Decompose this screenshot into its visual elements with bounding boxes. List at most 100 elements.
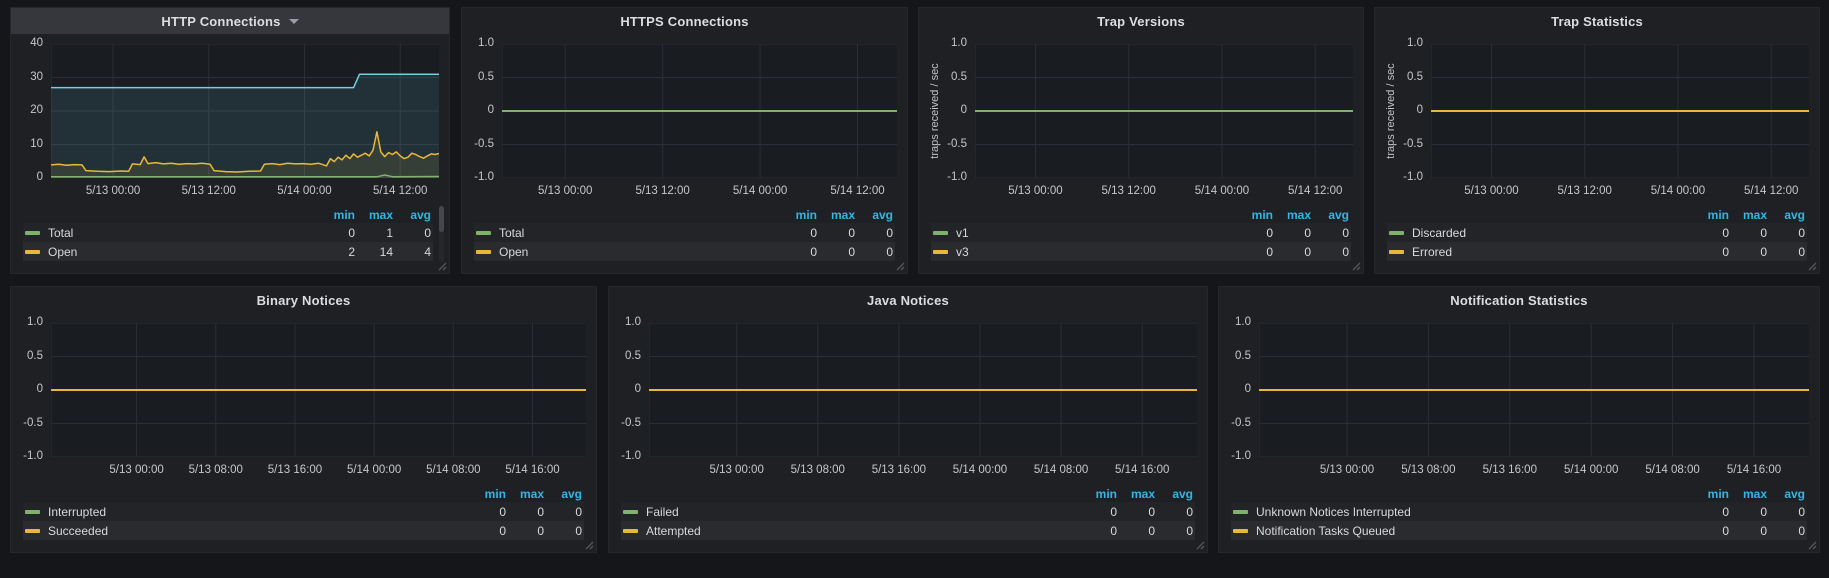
plot-area[interactable] (649, 323, 1197, 457)
y-tick-label: -1.0 (23, 450, 43, 462)
y-tick-label: 0 (960, 104, 967, 116)
legend-header-row: min max avg (931, 206, 1351, 223)
panel-title[interactable]: Trap Versions (1097, 13, 1185, 29)
legend-min-value: 0 (810, 225, 817, 240)
legend-column-avg[interactable]: avg (561, 486, 582, 501)
legend-column-avg[interactable]: avg (410, 207, 431, 222)
x-tick-label: 5/14 16:00 (1115, 464, 1170, 476)
legend-column-min[interactable]: min (1095, 486, 1117, 501)
legend-row: Errored 0 0 0 (1387, 242, 1807, 261)
legend-scrollbar-thumb[interactable] (439, 206, 444, 232)
plot-area[interactable] (975, 44, 1353, 178)
legend-header-row: min max avg (621, 485, 1195, 502)
legend-column-min[interactable]: min (484, 486, 506, 501)
legend-row: Open 0 0 0 (474, 242, 895, 261)
legend-min-value: 0 (1110, 523, 1117, 538)
x-tick-label: 5/13 00:00 (1008, 185, 1063, 197)
chart-canvas (51, 44, 439, 178)
legend-row: Failed 0 0 0 (621, 502, 1195, 521)
legend-column-max[interactable]: max (1130, 486, 1155, 501)
legend-column-min[interactable]: min (1251, 207, 1273, 222)
plot-area[interactable] (51, 323, 586, 457)
panel-title[interactable]: HTTP Connections (161, 13, 281, 29)
legend-column-min[interactable]: min (1707, 207, 1729, 222)
y-tick-label: -1.0 (947, 171, 967, 183)
legend-column-max[interactable]: max (1742, 207, 1767, 222)
legend-column-max[interactable]: max (368, 207, 393, 222)
legend-column-max[interactable]: max (1742, 486, 1767, 501)
legend-series-name: Unknown Notices Interrupted (1256, 504, 1411, 519)
panel-resize-handle[interactable] (584, 540, 594, 550)
panel-resize-handle[interactable] (1807, 540, 1817, 550)
panel-menu-caret-icon[interactable] (288, 18, 299, 24)
legend-series-label[interactable]: Open (25, 245, 317, 259)
legend-series-label[interactable]: Open (476, 245, 779, 259)
x-tick-label: 5/14 16:00 (1726, 464, 1782, 476)
panel-resize-handle[interactable] (437, 261, 447, 271)
panel-title[interactable]: HTTPS Connections (620, 13, 749, 29)
panel-resize-handle[interactable] (1807, 261, 1817, 271)
y-tick-label: 1.0 (478, 37, 494, 49)
legend-column-max[interactable]: max (1286, 207, 1311, 222)
panel-title[interactable]: Trap Statistics (1551, 13, 1643, 29)
legend-min-value: 0 (1110, 504, 1117, 519)
legend-series-label[interactable]: Failed (623, 505, 1079, 519)
legend-column-max[interactable]: max (519, 486, 544, 501)
legend-series-name: Total (499, 225, 525, 240)
legend-series-label[interactable]: Discarded (1389, 226, 1691, 240)
legend-avg-value: 0 (1798, 225, 1805, 240)
x-tick-label: 5/13 00:00 (109, 464, 164, 476)
y-tick-label: 0.5 (478, 70, 494, 83)
legend-series-label[interactable]: Interrupted (25, 505, 468, 519)
plot-area[interactable] (1431, 44, 1809, 178)
legend-column-avg[interactable]: avg (1172, 486, 1193, 501)
legend-series-swatch-icon (933, 249, 948, 254)
plot-area[interactable] (1259, 323, 1809, 457)
legend-column-avg[interactable]: avg (1784, 486, 1805, 501)
legend-series-swatch-icon (623, 509, 638, 514)
legend-max-value: 0 (1760, 244, 1767, 259)
y-tick-label: -0.5 (621, 416, 641, 429)
legend-series-label[interactable]: v1 (933, 226, 1235, 240)
legend-column-min[interactable]: min (333, 207, 355, 222)
legend-series-label[interactable]: v3 (933, 245, 1235, 259)
legend-series-label[interactable]: Attempted (623, 524, 1079, 538)
y-tick-label: 0.5 (951, 70, 967, 83)
panel-resize-handle[interactable] (1195, 540, 1205, 550)
legend-series-label[interactable]: Unknown Notices Interrupted (1233, 505, 1691, 519)
legend-series-label[interactable]: Succeeded (25, 524, 468, 538)
legend-series-label[interactable]: Total (25, 226, 317, 240)
panel-resize-handle[interactable] (895, 261, 905, 271)
legend-min-value: 0 (348, 225, 355, 240)
x-tick-label: 5/14 00:00 (1194, 185, 1250, 197)
legend-avg-value: 0 (1798, 504, 1805, 519)
legend-series-label[interactable]: Total (476, 226, 779, 240)
legend-series-label[interactable]: Errored (1389, 245, 1691, 259)
legend-avg-value: 0 (886, 244, 893, 259)
legend-column-avg[interactable]: avg (872, 207, 893, 222)
legend-series-label[interactable]: Notification Tasks Queued (1233, 524, 1691, 538)
x-tick-label: 5/14 00:00 (952, 464, 1008, 476)
plot-area[interactable] (502, 44, 897, 178)
plot-area[interactable] (51, 44, 439, 178)
legend-column-avg[interactable]: avg (1784, 207, 1805, 222)
x-tick-label: 5/13 00:00 (85, 185, 141, 197)
panel-title[interactable]: Java Notices (867, 292, 949, 308)
legend-column-min[interactable]: min (795, 207, 817, 222)
legend: min max avg Discarded 0 0 0 Errored 0 0 0 (1387, 206, 1807, 261)
legend-series-name: Succeeded (48, 523, 109, 538)
panel-resize-handle[interactable] (1351, 261, 1361, 271)
y-tick-label: 0.5 (625, 349, 641, 362)
legend-column-max[interactable]: max (830, 207, 855, 222)
panel-title[interactable]: Notification Statistics (1450, 292, 1588, 308)
legend-min-value: 0 (1266, 244, 1273, 259)
legend-column-avg[interactable]: avg (1328, 207, 1349, 222)
y-tick-label: 20 (30, 104, 43, 116)
panel-header: HTTP Connections (11, 8, 449, 34)
panel-header: Trap Versions (919, 8, 1363, 34)
legend-column-min[interactable]: min (1707, 486, 1729, 501)
legend-header-row: min max avg (23, 206, 433, 223)
panel-title[interactable]: Binary Notices (256, 292, 351, 308)
x-tick-label: 5/14 00:00 (277, 185, 332, 197)
